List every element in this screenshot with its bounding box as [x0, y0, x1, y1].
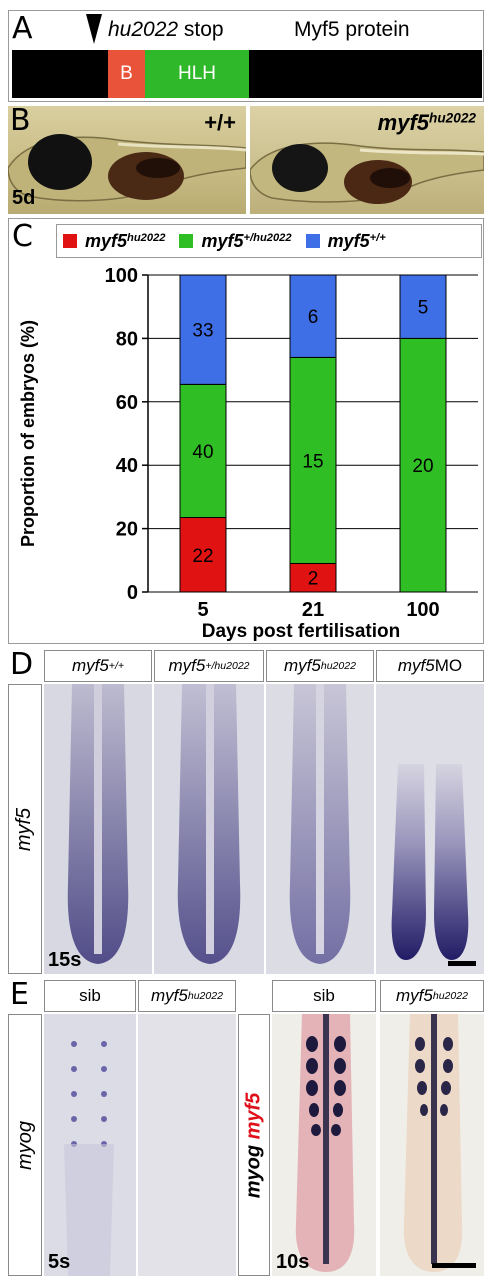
y-axis-label: Proportion of embryos (%): [18, 320, 38, 547]
mutant-genotype-label: myf5hu2022: [378, 110, 476, 136]
bar-value-label: 2: [308, 569, 319, 590]
embryo-mo-stain: [391, 764, 469, 960]
bar-segment: [399, 337, 447, 593]
e-scale-bar: [432, 1263, 476, 1268]
d-header-wt: myf5 +/+: [44, 650, 152, 682]
panel-a-letter: A: [12, 11, 33, 46]
stacked-bar-chart: 02040608010022403352156210205100Days pos…: [18, 265, 478, 642]
embryo-photo-mut-5s: [138, 1014, 236, 1276]
x-tick-label: 100: [406, 599, 439, 621]
embryo-photo-het: [154, 684, 264, 974]
bar-segment: [289, 274, 337, 358]
embryo-het-stain: [177, 684, 241, 964]
e-probe-label-right: myog myf5: [242, 1092, 265, 1198]
basic-domain-label: B: [120, 63, 133, 84]
panel-c-letter: C: [12, 219, 33, 254]
legend-swatch-hu2022: [63, 234, 77, 248]
e-probe-label-left-box: myog: [8, 1014, 42, 1276]
y-tick-label: 80: [116, 328, 138, 350]
protein-label: Myf5 protein: [294, 18, 410, 41]
d-header-het: myf5 +/hu2022: [154, 650, 264, 682]
embryo-photo-sib-10s: 10s: [272, 1014, 376, 1276]
panel-c-frame: [8, 218, 484, 644]
e-header-mut-right: myf5 hu2022: [380, 980, 484, 1012]
stop-arrow-icon: [86, 14, 102, 44]
y-tick-label: 60: [116, 392, 138, 414]
stop-text: stop: [183, 18, 224, 41]
basic-domain: B: [108, 50, 145, 98]
d-scale-bar: [448, 961, 476, 966]
wt-genotype-label: +/+: [204, 110, 236, 135]
embryo-photo-mut-10s: [380, 1014, 484, 1276]
mutant-allele: hu2022: [429, 110, 476, 126]
d-stage-label: 15s: [48, 949, 82, 971]
panel-a-frame: [8, 10, 484, 102]
bar-value-label: 20: [412, 456, 433, 477]
x-tick-label: 21: [302, 599, 324, 621]
bar-segment: [289, 562, 337, 593]
hlh-domain: HLH: [145, 50, 249, 98]
legend-label-wt: myf5+/+: [327, 230, 386, 251]
bar-value-label: 40: [192, 442, 213, 463]
e-header-sib-right: sib: [272, 980, 376, 1012]
y-tick-label: 100: [105, 265, 138, 287]
panel-d-letter: D: [10, 647, 34, 682]
legend-swatch-het: [179, 234, 194, 248]
e-probe-label-left: myog: [13, 1120, 36, 1170]
y-tick-label: 20: [116, 519, 138, 541]
embryo-mut-stain: [289, 684, 351, 964]
d-probe-label: myf5: [13, 807, 36, 851]
bar-value-label: 5: [418, 298, 429, 319]
bar-value-label: 33: [192, 321, 213, 342]
legend-swatch-wt: [305, 234, 320, 248]
d-header-mo: myf5 MO: [376, 650, 484, 682]
larva-mutant-drawing: [250, 142, 484, 204]
x-tick-label: 5: [197, 599, 208, 621]
y-tick-label: 0: [127, 582, 138, 604]
y-tick-label: 40: [116, 455, 138, 477]
bar-segment: [179, 383, 227, 519]
embryo-photo-mo: [376, 684, 484, 974]
embryo-photo-mut: [266, 684, 374, 974]
bar-segment: [289, 356, 337, 564]
hlh-domain-label: HLH: [177, 63, 216, 84]
panel-e-letter: E: [10, 977, 29, 1012]
larva-photo-wt: +/+ 5d: [8, 106, 246, 214]
embryo-sib-10s-stain: [295, 1014, 355, 1272]
e-probe-label-right-box: myog myf5: [238, 1014, 270, 1276]
embryo-sib-5s-stain: [64, 1041, 114, 1276]
panel-b-letter: B: [10, 103, 31, 138]
larva-photo-mutant: myf5hu2022: [250, 106, 484, 214]
bar-segment: [179, 274, 227, 385]
allele-stop-label: hu2022 stop: [108, 18, 224, 42]
larva-wt-drawing: [8, 134, 246, 202]
embryo-photo-sib-5s: 5s: [44, 1014, 136, 1276]
bar-segment: [399, 274, 447, 339]
embryo-photo-wt: 15s: [44, 684, 152, 974]
e-stage-label-right: 10s: [276, 1251, 310, 1273]
stage-label-5d: 5d: [12, 187, 36, 209]
x-axis-label: Days post fertilisation: [202, 621, 401, 642]
d-probe-label-box: myf5: [8, 684, 42, 974]
embryo-mut-10s-stain: [403, 1014, 463, 1272]
legend-label-het: myf5+/hu2022: [201, 230, 292, 251]
d-header-mut: myf5 hu2022: [266, 650, 374, 682]
embryo-wt-stain: [67, 684, 129, 964]
chart-legend: myf5hu2022 myf5+/hu2022 myf5+/+: [56, 224, 482, 258]
e-header-mut-left: myf5 hu2022: [138, 980, 236, 1012]
bar-value-label: 6: [308, 307, 319, 328]
e-header-sib-left: sib: [44, 980, 136, 1012]
bar-value-label: 22: [192, 546, 213, 567]
allele-name: hu2022: [108, 18, 179, 41]
e-stage-label-left: 5s: [48, 1251, 71, 1273]
mutant-gene: myf5: [377, 110, 430, 135]
bar-value-label: 15: [302, 451, 323, 472]
legend-label-hu2022: myf5hu2022: [85, 230, 166, 251]
